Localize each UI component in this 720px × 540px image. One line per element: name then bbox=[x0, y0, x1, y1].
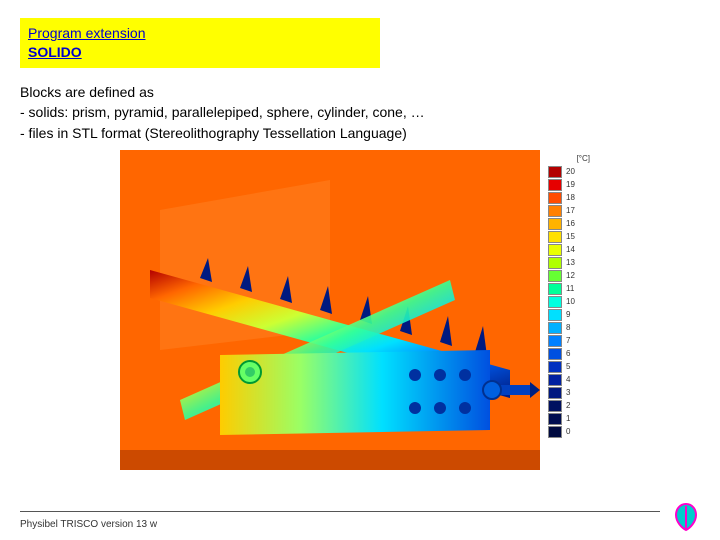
legend-swatch bbox=[548, 348, 562, 360]
legend-row: 2 bbox=[548, 399, 590, 412]
header-subtitle: SOLIDO bbox=[28, 43, 372, 62]
legend-row: 19 bbox=[548, 178, 590, 191]
legend-row: 18 bbox=[548, 191, 590, 204]
legend-value: 6 bbox=[566, 349, 570, 358]
body-line1: Blocks are defined as bbox=[20, 82, 425, 102]
legend-value: 5 bbox=[566, 362, 570, 371]
legend-swatch bbox=[548, 400, 562, 412]
legend-swatch bbox=[548, 309, 562, 321]
legend-value: 0 bbox=[566, 427, 570, 436]
legend-row: 5 bbox=[548, 360, 590, 373]
legend-value: 18 bbox=[566, 193, 575, 202]
legend-value: 7 bbox=[566, 336, 570, 345]
legend-unit: [°C] bbox=[548, 154, 590, 163]
legend-row: 8 bbox=[548, 321, 590, 334]
legend-value: 9 bbox=[566, 310, 570, 319]
legend-swatch bbox=[548, 270, 562, 282]
body-line2: - solids: prism, pyramid, parallelepiped… bbox=[20, 102, 425, 122]
legend-value: 14 bbox=[566, 245, 575, 254]
legend-swatch bbox=[548, 335, 562, 347]
header-title: Program extension bbox=[28, 24, 372, 43]
legend-row: 1 bbox=[548, 412, 590, 425]
legend-swatch bbox=[548, 361, 562, 373]
legend-value: 12 bbox=[566, 271, 575, 280]
legend-swatch bbox=[548, 426, 562, 438]
legend-row: 0 bbox=[548, 425, 590, 438]
legend-row: 20 bbox=[548, 165, 590, 178]
thermal-simulation-image bbox=[120, 150, 540, 470]
legend-swatch bbox=[548, 192, 562, 204]
legend-swatch bbox=[548, 218, 562, 230]
legend-value: 16 bbox=[566, 219, 575, 228]
legend-value: 13 bbox=[566, 258, 575, 267]
legend-row: 3 bbox=[548, 386, 590, 399]
body-line3: - files in STL format (Stereolithography… bbox=[20, 123, 425, 143]
legend-value: 3 bbox=[566, 388, 570, 397]
legend-swatch bbox=[548, 205, 562, 217]
legend-swatch bbox=[548, 283, 562, 295]
figure: [°C] 20191817161514131211109876543210 bbox=[120, 150, 590, 470]
legend-row: 11 bbox=[548, 282, 590, 295]
legend-row: 13 bbox=[548, 256, 590, 269]
legend-swatch bbox=[548, 179, 562, 191]
simulation-svg bbox=[120, 150, 540, 470]
legend-value: 2 bbox=[566, 401, 570, 410]
legend-swatch bbox=[548, 257, 562, 269]
legend-row: 16 bbox=[548, 217, 590, 230]
legend-row: 14 bbox=[548, 243, 590, 256]
legend-swatch bbox=[548, 387, 562, 399]
legend-row: 15 bbox=[548, 230, 590, 243]
legend-swatch bbox=[548, 231, 562, 243]
legend-swatch bbox=[548, 374, 562, 386]
legend-swatch bbox=[548, 413, 562, 425]
legend-value: 17 bbox=[566, 206, 575, 215]
legend-row: 10 bbox=[548, 295, 590, 308]
body-text: Blocks are defined as - solids: prism, p… bbox=[20, 82, 425, 143]
footer-divider bbox=[20, 511, 660, 512]
legend-value: 11 bbox=[566, 284, 574, 293]
legend-value: 19 bbox=[566, 180, 575, 189]
legend-row: 17 bbox=[548, 204, 590, 217]
header-box: Program extension SOLIDO bbox=[20, 18, 380, 68]
legend-row: 6 bbox=[548, 347, 590, 360]
legend-row: 12 bbox=[548, 269, 590, 282]
legend-value: 4 bbox=[566, 375, 570, 384]
legend-value: 10 bbox=[566, 297, 575, 306]
legend-row: 7 bbox=[548, 334, 590, 347]
legend-swatch bbox=[548, 166, 562, 178]
legend-value: 1 bbox=[566, 414, 570, 423]
color-legend: [°C] 20191817161514131211109876543210 bbox=[548, 154, 590, 438]
footer-text: Physibel TRISCO version 13 w bbox=[20, 519, 157, 530]
legend-value: 15 bbox=[566, 232, 575, 241]
legend-swatch bbox=[548, 244, 562, 256]
legend-swatch bbox=[548, 322, 562, 334]
legend-value: 20 bbox=[566, 167, 575, 176]
legend-value: 8 bbox=[566, 323, 570, 332]
legend-row: 4 bbox=[548, 373, 590, 386]
physibel-logo-icon bbox=[670, 500, 702, 532]
legend-row: 9 bbox=[548, 308, 590, 321]
legend-swatch bbox=[548, 296, 562, 308]
